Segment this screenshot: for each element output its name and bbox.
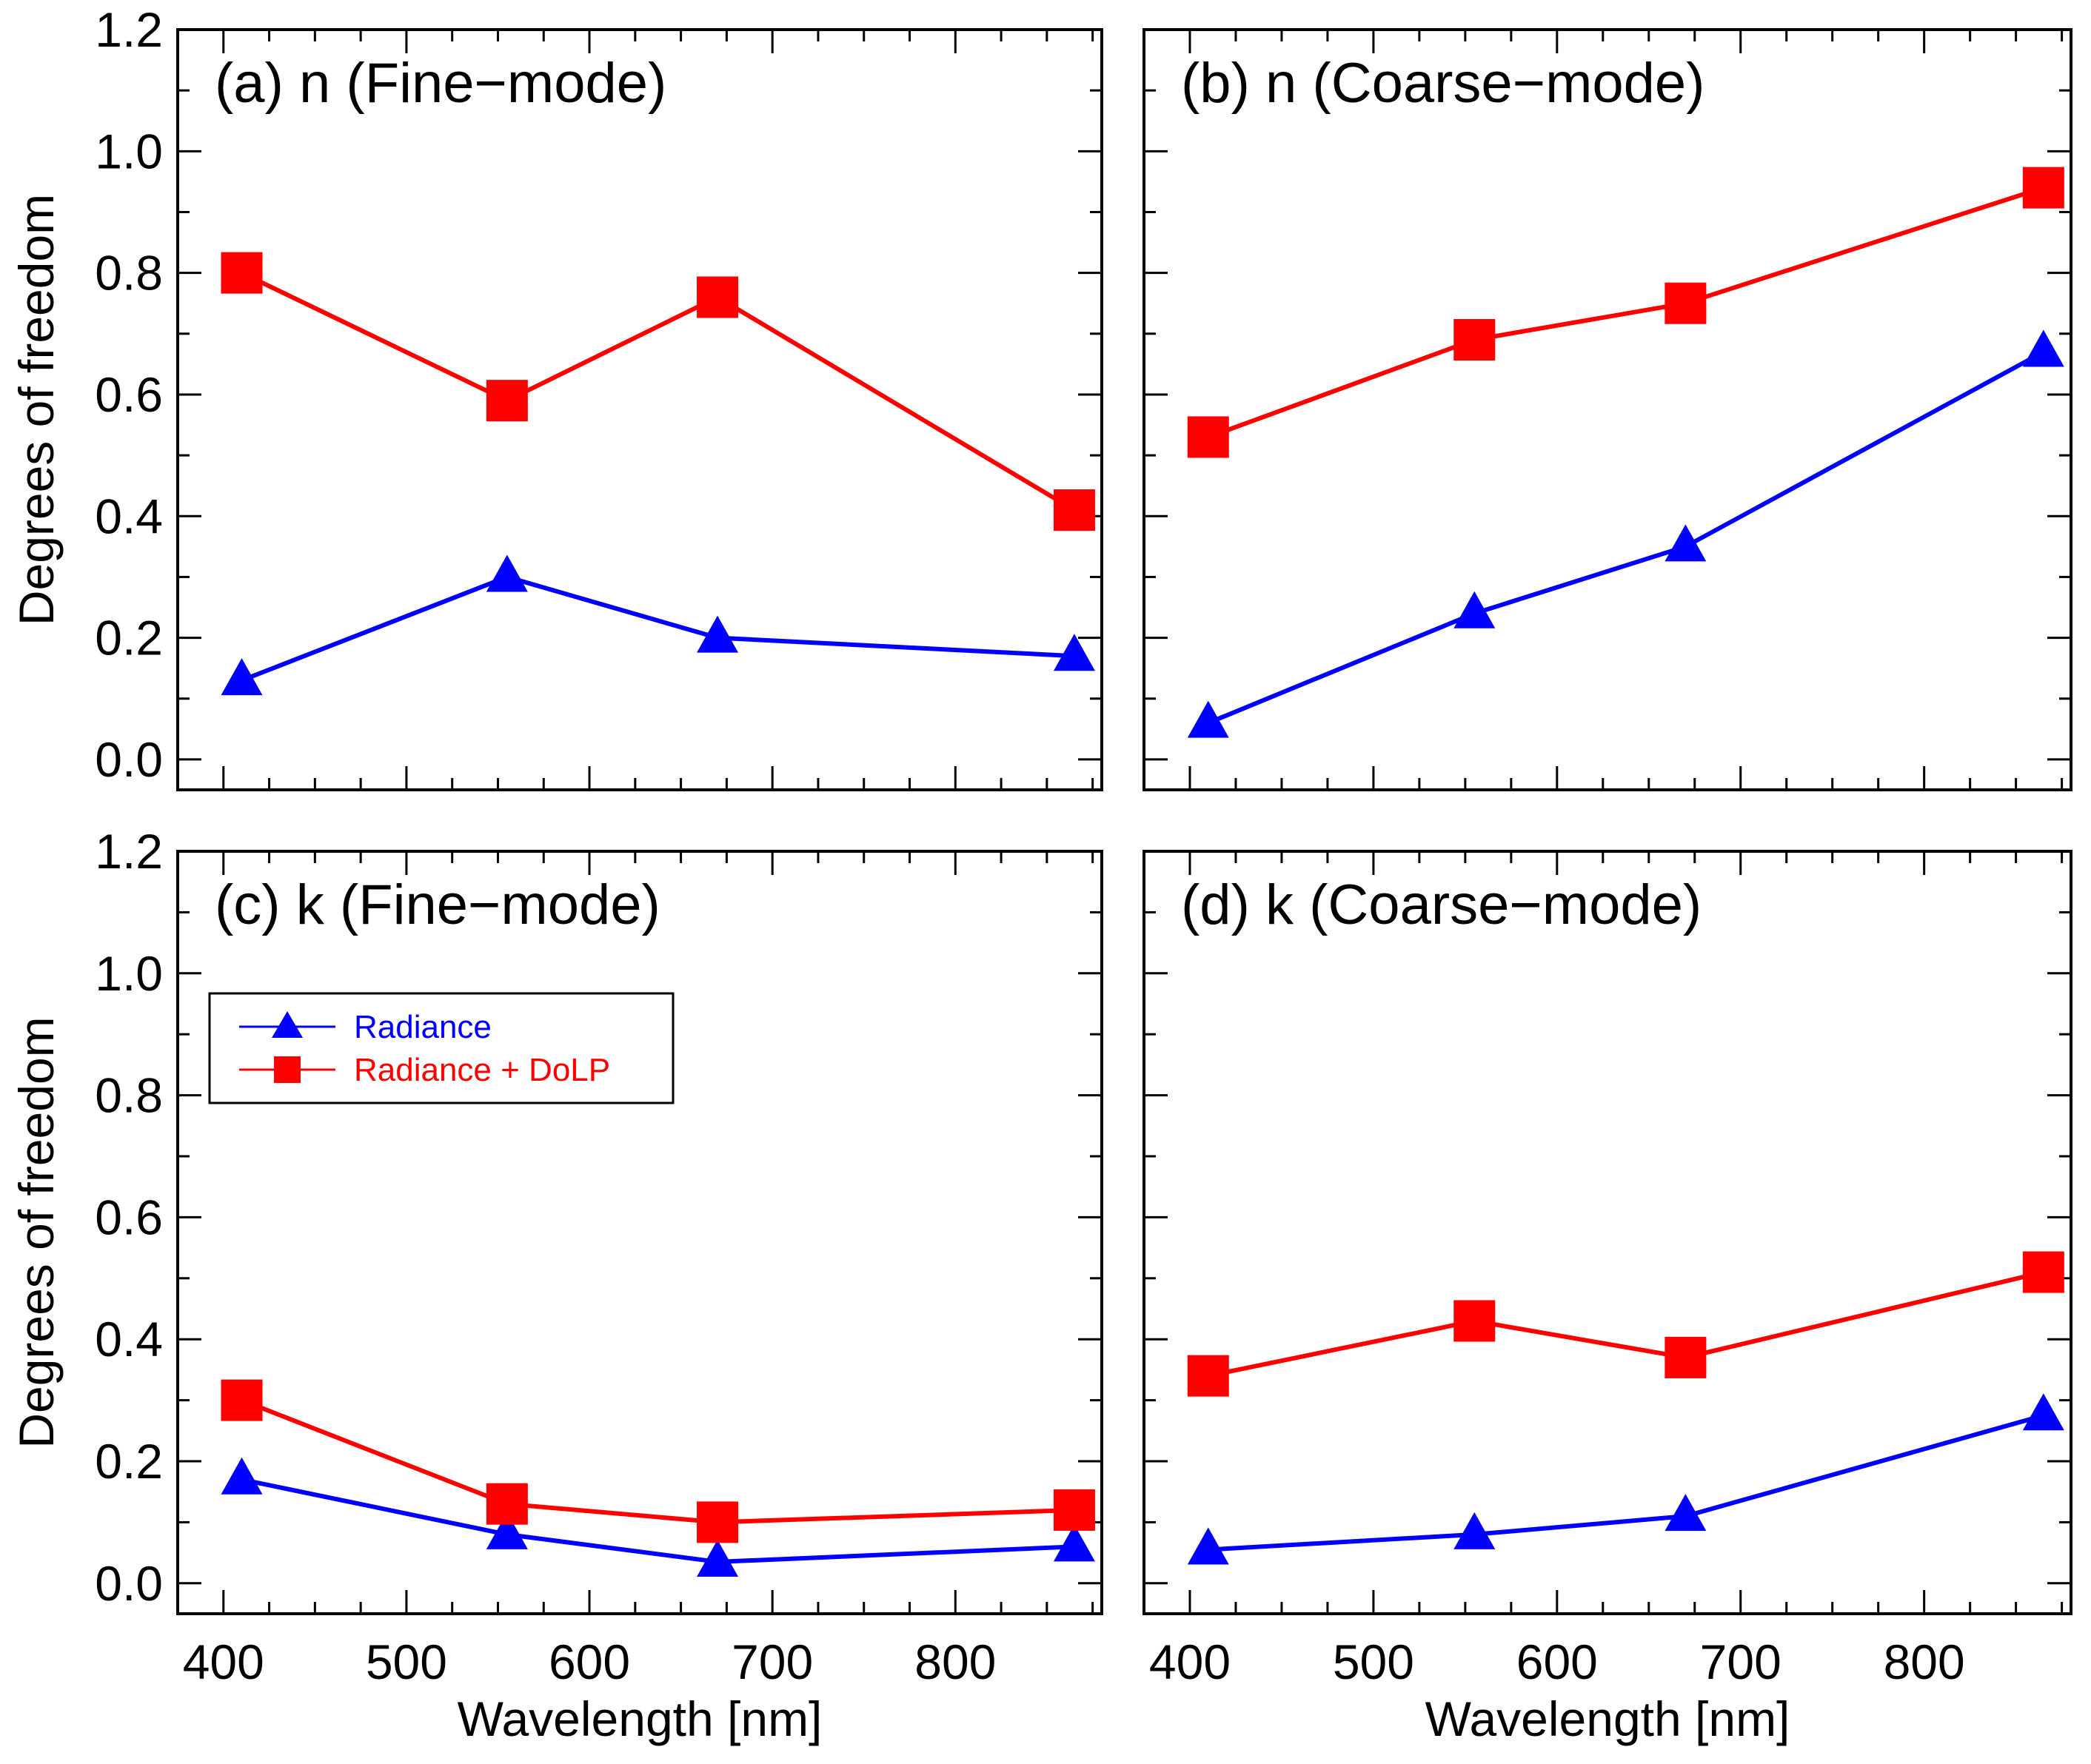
data-point-square (1665, 1336, 1707, 1378)
legend-triangle-icon (272, 1011, 303, 1038)
x-tick-label: 400 (1149, 1634, 1231, 1689)
series-line-radiance-dolp (241, 270, 1076, 512)
plot-frame (1142, 850, 2072, 1615)
data-point-triangle (1665, 524, 1707, 562)
data-point-square (486, 1483, 528, 1525)
legend-box (208, 992, 675, 1104)
legend: Radiance Radiance + DoLP (208, 992, 675, 1104)
data-point-square (1453, 319, 1496, 361)
x-axis-label: Wavelength [nm] (1425, 1691, 1790, 1746)
series-line-radiance (241, 1477, 1075, 1564)
data-point-triangle (486, 554, 528, 592)
data-point-square (697, 276, 739, 318)
panel-title-c: (c) k (Fine−mode) (215, 873, 660, 936)
y-tick-label: 0.2 (95, 1434, 163, 1489)
legend-label: Radiance (354, 1009, 492, 1045)
y-tick-label: 0.0 (95, 732, 163, 787)
y-tick-label: 0.4 (95, 1312, 163, 1366)
series-line-radiance (241, 574, 1075, 683)
x-tick-label: 600 (549, 1634, 630, 1689)
x-tick-label: 400 (183, 1634, 264, 1689)
panel-b: (b) n (Coarse−mode) (1142, 28, 2072, 791)
x-tick-label: 800 (1884, 1634, 1965, 1689)
data-point-square (486, 380, 528, 422)
data-point-square (1053, 1489, 1095, 1531)
data-point-triangle (1053, 1524, 1095, 1562)
panel-c: 0.0 0.2 0.4 0.6 0.8 1.0 1.2 Degrees of freedom 4… (9, 824, 1103, 1746)
x-axis-label: Wavelength [nm] (458, 1691, 823, 1746)
x-tick-label: 700 (732, 1634, 813, 1689)
y-tick-label: 0.0 (95, 1556, 163, 1611)
data-point-triangle (486, 1512, 528, 1549)
x-tick-label: 600 (1516, 1634, 1598, 1689)
y-axis-label: Degrees of freedom (9, 194, 64, 626)
plot-frame (176, 850, 1103, 1615)
x-tick-label: 700 (1700, 1634, 1781, 1689)
y-tick-label: 0.6 (95, 367, 163, 422)
data-point-square (221, 252, 263, 294)
data-point-square (1453, 1300, 1496, 1342)
x-tick-label: 800 (914, 1634, 996, 1689)
plot-frame (176, 28, 1103, 791)
data-point-triangle (1053, 634, 1095, 671)
data-point-triangle (1187, 700, 1229, 738)
data-point-square (1187, 1355, 1229, 1397)
panel-title-a: (a) n (Fine−mode) (215, 52, 666, 115)
y-tick-label: 1.0 (95, 946, 163, 1001)
data-point-square (2022, 167, 2064, 209)
panel-d: 400 500 600 700 800 Wavelength [nm] (d) k (Coa… (1142, 850, 2072, 1746)
data-point-triangle (221, 1457, 263, 1495)
data-point-square (1187, 416, 1229, 458)
data-point-square (697, 1501, 739, 1543)
data-point-square (2022, 1251, 2064, 1293)
panel-title-d: (d) k (Coarse−mode) (1181, 873, 1702, 936)
data-point-triangle (1665, 1494, 1707, 1532)
panel-a: 0.0 0.2 0.4 0.6 0.8 1.0 1.2 Degrees of freedom (… (9, 2, 1103, 791)
series-line-radiance-dolp (241, 1398, 1075, 1525)
y-tick-label: 0.6 (95, 1190, 163, 1244)
data-point-triangle (1453, 591, 1496, 628)
y-tick-label: 0.2 (95, 611, 163, 665)
data-point-triangle (697, 615, 739, 653)
legend-square-icon (274, 1056, 301, 1083)
series-line-radiance-dolp (1208, 1270, 2044, 1378)
y-tick-label: 0.8 (95, 246, 163, 301)
data-point-triangle (1187, 1527, 1229, 1565)
data-point-triangle (697, 1539, 739, 1577)
y-tick-label: 0.8 (95, 1068, 163, 1123)
data-point-triangle (1453, 1512, 1496, 1549)
data-point-square (1665, 282, 1707, 324)
legend-label: Radiance + DoLP (354, 1052, 610, 1088)
series-line-radiance-dolp (1207, 185, 2044, 440)
data-point-square (221, 1379, 263, 1421)
y-tick-label: 0.4 (95, 489, 163, 543)
plot-frame (1142, 28, 2072, 791)
panel-title-b: (b) n (Coarse−mode) (1181, 52, 1705, 115)
x-tick-label: 500 (366, 1634, 447, 1689)
data-point-square (1053, 489, 1095, 531)
series-line-radiance (1207, 349, 2045, 725)
data-point-triangle (221, 658, 263, 696)
y-tick-label: 1.2 (95, 2, 163, 57)
data-point-triangle (2022, 329, 2064, 367)
y-tick-label: 1.0 (95, 124, 163, 178)
y-tick-label: 1.2 (95, 824, 163, 879)
data-point-triangle (2022, 1393, 2064, 1431)
x-tick-label: 500 (1333, 1634, 1414, 1689)
series-line-radiance (1208, 1413, 2044, 1552)
y-axis-label: Degrees of freedom (9, 1016, 64, 1448)
